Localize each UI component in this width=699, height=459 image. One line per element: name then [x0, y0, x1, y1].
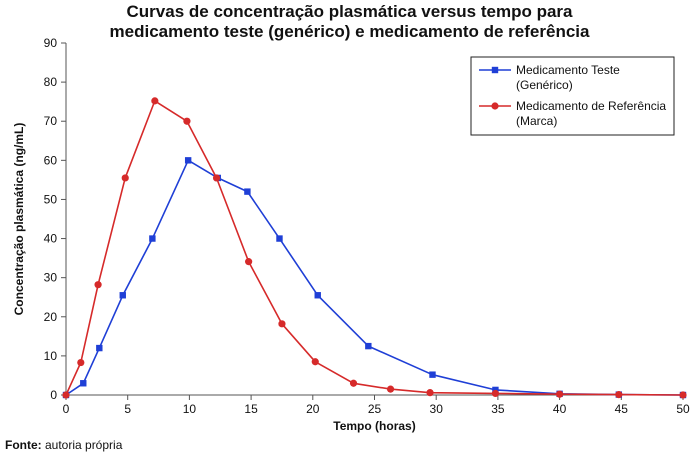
- data-point: [679, 391, 687, 399]
- chart-title-line1: Curvas de concentração plasmática versus…: [126, 2, 573, 21]
- x-tick-label: 20: [306, 402, 320, 416]
- source-label: Fonte:: [5, 438, 42, 452]
- series-line: [65, 159, 684, 396]
- y-tick-label: 0: [50, 388, 57, 402]
- source-note: Fonte: autoria própria: [5, 438, 122, 452]
- chart-title: Curvas de concentração plasmática versus…: [0, 2, 699, 42]
- y-axis-label: Concentração plasmática (ng/mL): [12, 123, 26, 316]
- x-tick-label: 35: [491, 402, 505, 416]
- data-point: [244, 188, 251, 195]
- data-point: [349, 379, 358, 387]
- chart-title-line2: medicamento teste (genérico) e medicamen…: [109, 22, 590, 41]
- x-axis-label: Tempo (horas): [333, 419, 415, 433]
- data-point: [314, 292, 321, 299]
- y-tick-label: 60: [44, 153, 58, 167]
- legend-label-line1: Medicamento de Referência: [516, 99, 666, 113]
- x-tick-label: 25: [368, 402, 382, 416]
- data-point: [77, 358, 85, 367]
- data-point: [96, 344, 103, 352]
- data-point: [556, 390, 564, 398]
- series-line: [65, 100, 684, 396]
- data-point: [121, 174, 129, 182]
- y-tick-label: 50: [44, 192, 58, 206]
- data-point: [212, 174, 221, 182]
- y-tick-label: 30: [44, 271, 58, 285]
- data-point: [426, 389, 434, 397]
- data-point: [491, 389, 500, 398]
- data-point: [94, 281, 102, 289]
- data-point: [183, 117, 191, 125]
- series-layer: [62, 97, 687, 399]
- legend-label-line2: (Genérico): [516, 78, 573, 92]
- source-text: autoria própria: [41, 438, 123, 452]
- data-point: [80, 380, 87, 387]
- series-1: [62, 157, 687, 399]
- data-point: [149, 235, 156, 242]
- legend-item-1: Medicamento Teste(Genérico): [479, 63, 620, 92]
- x-tick-label: 45: [615, 402, 629, 416]
- y-tick-label: 10: [44, 349, 58, 363]
- x-tick-label: 30: [430, 402, 444, 416]
- legend: Medicamento Teste(Genérico) Medicamento d…: [470, 56, 675, 136]
- y-tick-label: 40: [44, 232, 58, 246]
- x-tick-label: 40: [553, 402, 567, 416]
- data-point: [365, 342, 372, 350]
- data-point: [245, 258, 253, 266]
- legend-label-line2: (Marca): [516, 114, 557, 128]
- data-point: [62, 391, 70, 399]
- y-tick-label: 70: [44, 114, 58, 128]
- data-point: [119, 292, 126, 299]
- legend-item-2: Medicamento de Referência(Marca): [479, 99, 666, 128]
- data-point: [276, 235, 283, 242]
- y-tick-label: 90: [44, 36, 58, 50]
- legend-swatch-marker: [491, 66, 499, 74]
- x-tick-label: 15: [244, 402, 258, 416]
- x-tick-label: 5: [124, 402, 131, 416]
- x-tick-label: 0: [63, 402, 70, 416]
- data-point: [429, 371, 436, 378]
- data-point: [311, 358, 319, 366]
- data-point: [184, 157, 192, 164]
- legend-label-line1: Medicamento Teste: [516, 63, 620, 77]
- legend-swatch-marker: [491, 102, 499, 110]
- data-point: [386, 385, 395, 393]
- x-tick-label: 10: [183, 402, 197, 416]
- x-tick-label: 50: [676, 402, 690, 416]
- data-point: [151, 97, 159, 105]
- y-tick-label: 20: [44, 310, 58, 324]
- data-point: [615, 391, 623, 399]
- series-2: [62, 97, 687, 399]
- y-tick-label: 80: [44, 75, 58, 89]
- data-point: [278, 320, 286, 328]
